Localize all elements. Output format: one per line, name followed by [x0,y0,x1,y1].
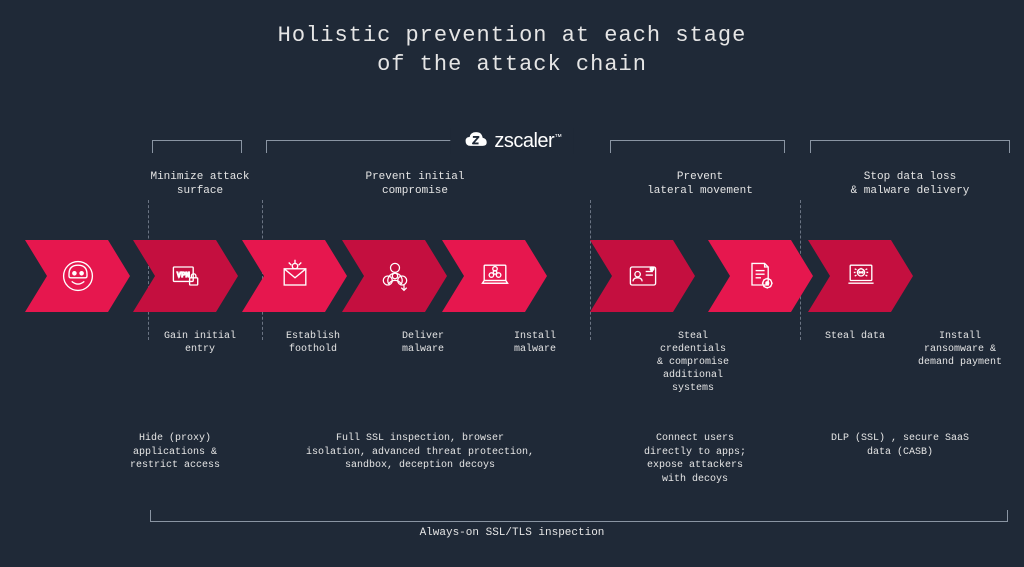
arrow-credentials [590,240,695,312]
detail-label-2: Connect usersdirectly to apps;expose att… [620,432,770,486]
arrow-foothold [242,240,347,312]
arrow-ransomware [808,240,913,312]
bottom-label: Always-on SSL/TLS inspection [420,527,605,539]
category-bracket-2 [610,140,785,141]
category-label-2: Preventlateral movement [630,170,770,199]
title-line1: Holistic prevention at each stage [278,23,747,48]
svg-text:VPN: VPN [176,270,189,279]
page-title: Holistic prevention at each stage of the… [0,0,1024,79]
arrow-laptop-hazard [442,240,547,312]
category-label-1: Prevent initialcompromise [330,170,500,199]
ransomware-icon [843,258,879,294]
zscaler-cloud-icon [462,128,488,154]
step-label-credentials: Stealcredentials& compromiseadditionalsy… [648,330,738,395]
step-label-laptop-hazard: Installmalware [490,330,580,356]
zscaler-logo: zscaler™ [450,128,573,154]
step-label-steal-data: Steal data [810,330,900,343]
zscaler-logo-text: zscaler™ [494,130,561,153]
step-label-vpn: Gain initialentry [155,330,245,356]
category-bracket-3 [810,140,1010,141]
category-bracket-0 [152,140,242,141]
foothold-icon [277,258,313,294]
attacker-icon [60,258,96,294]
steal-data-icon [743,258,779,294]
arrow-vpn: VPN [133,240,238,312]
step-label-foothold: Establishfoothold [268,330,358,356]
arrow-attacker [25,240,130,312]
arrow-biohazard [342,240,447,312]
detail-label-1: Full SSL inspection, browserisolation, a… [280,432,560,473]
arrow-steal-data [708,240,813,312]
bottom-bracket [150,510,1008,522]
laptop-hazard-icon [477,258,513,294]
vpn-icon: VPN [168,258,204,294]
step-label-biohazard: Delivermalware [378,330,468,356]
category-label-3: Stop data loss& malware delivery [835,170,985,199]
attack-chain-arrows: VPN [25,240,911,312]
biohazard-icon [377,258,413,294]
detail-label-3: DLP (SSL) , secure SaaSdata (CASB) [800,432,1000,459]
credentials-icon [625,258,661,294]
category-label-0: Minimize attacksurface [140,170,260,199]
title-line2: of the attack chain [377,52,647,77]
detail-label-0: Hide (proxy)applications &restrict acces… [100,432,250,473]
step-label-ransomware: Installransomware &demand payment [910,330,1010,369]
